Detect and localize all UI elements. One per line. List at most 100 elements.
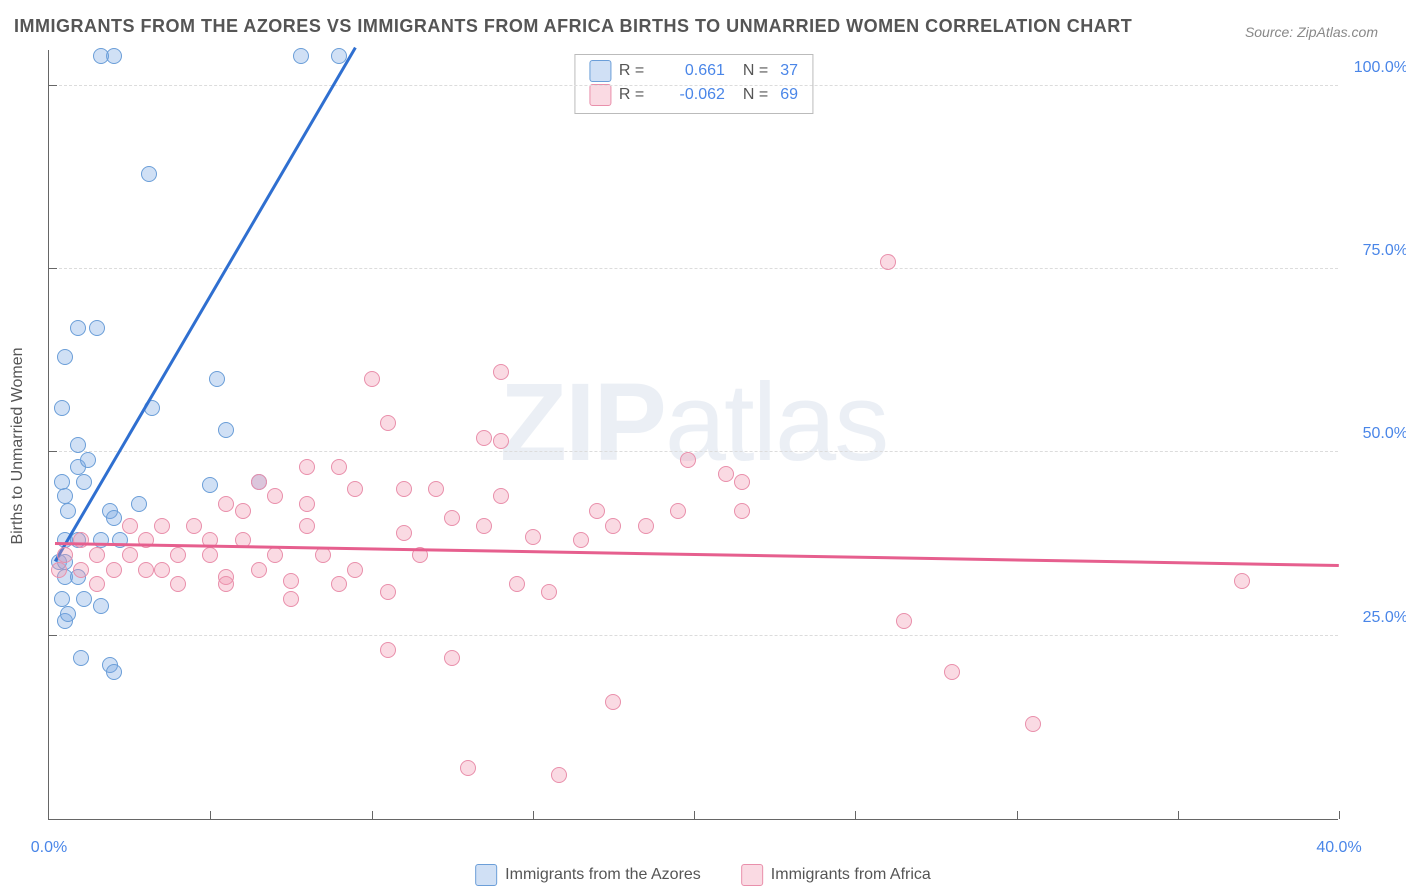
data-point: [380, 642, 396, 658]
data-point: [670, 503, 686, 519]
data-point: [493, 364, 509, 380]
data-point: [476, 518, 492, 534]
data-point: [218, 576, 234, 592]
y-tick: [49, 85, 57, 86]
data-point: [605, 694, 621, 710]
data-point: [73, 650, 89, 666]
data-point: [476, 430, 492, 446]
legend-row-africa: R = -0.062 N = 69: [589, 83, 798, 107]
data-point: [141, 166, 157, 182]
data-point: [734, 503, 750, 519]
data-point: [154, 562, 170, 578]
data-point: [54, 591, 70, 607]
data-point: [605, 518, 621, 534]
data-point: [267, 488, 283, 504]
data-point: [57, 349, 73, 365]
bottom-legend-africa: Immigrants from Africa: [741, 864, 931, 886]
data-point: [57, 488, 73, 504]
r-value-africa: -0.062: [655, 83, 725, 107]
y-tick: [49, 635, 57, 636]
data-point: [70, 320, 86, 336]
data-point: [209, 371, 225, 387]
n-value-africa: 69: [780, 83, 798, 107]
data-point: [218, 422, 234, 438]
plot-area: ZIPatlas R = 0.661 N = 37 R = -0.062 N =…: [48, 50, 1338, 820]
data-point: [444, 650, 460, 666]
n-label: N =: [743, 59, 768, 83]
swatch-azores: [589, 60, 611, 82]
data-point: [283, 573, 299, 589]
legend-row-azores: R = 0.661 N = 37: [589, 59, 798, 83]
data-point: [1234, 573, 1250, 589]
data-point: [299, 459, 315, 475]
data-point: [89, 320, 105, 336]
data-point: [380, 584, 396, 600]
data-point: [638, 518, 654, 534]
data-point: [54, 474, 70, 490]
data-point: [331, 459, 347, 475]
data-point: [93, 48, 109, 64]
data-point: [718, 466, 734, 482]
x-tick: [533, 811, 534, 819]
data-point: [944, 664, 960, 680]
data-point: [1025, 716, 1041, 732]
swatch-africa: [589, 84, 611, 106]
data-point: [170, 576, 186, 592]
data-point: [396, 481, 412, 497]
gridline: [49, 85, 1338, 86]
y-tick-label: 75.0%: [1348, 242, 1406, 260]
source-label: Source: ZipAtlas.com: [1245, 24, 1378, 40]
data-point: [299, 518, 315, 534]
data-point: [112, 532, 128, 548]
legend-label-azores: Immigrants from the Azores: [505, 866, 701, 884]
data-point: [493, 488, 509, 504]
data-point: [202, 477, 218, 493]
data-point: [315, 547, 331, 563]
data-point: [460, 760, 476, 776]
data-point: [347, 481, 363, 497]
data-point: [131, 496, 147, 512]
data-point: [73, 532, 89, 548]
data-point: [57, 547, 73, 563]
x-tick: [210, 811, 211, 819]
data-point: [267, 547, 283, 563]
y-tick-label: 50.0%: [1348, 425, 1406, 443]
data-point: [89, 576, 105, 592]
data-point: [93, 532, 109, 548]
y-tick: [49, 451, 57, 452]
data-point: [493, 433, 509, 449]
chart-title: IMMIGRANTS FROM THE AZORES VS IMMIGRANTS…: [14, 16, 1132, 37]
x-tick: [855, 811, 856, 819]
trend-line: [55, 542, 1339, 566]
data-point: [170, 547, 186, 563]
y-tick-label: 25.0%: [1348, 609, 1406, 627]
data-point: [202, 547, 218, 563]
data-point: [60, 606, 76, 622]
x-tick: [1339, 811, 1340, 819]
data-point: [428, 481, 444, 497]
x-tick: [372, 811, 373, 819]
data-point: [299, 496, 315, 512]
data-point: [93, 598, 109, 614]
bottom-legend: Immigrants from the Azores Immigrants fr…: [475, 864, 931, 886]
x-tick: [694, 811, 695, 819]
r-label: R =: [619, 83, 647, 107]
data-point: [347, 562, 363, 578]
data-point: [154, 518, 170, 534]
data-point: [509, 576, 525, 592]
data-point: [251, 474, 267, 490]
data-point: [122, 518, 138, 534]
swatch-azores-bottom: [475, 864, 497, 886]
data-point: [60, 503, 76, 519]
legend-label-africa: Immigrants from Africa: [771, 866, 931, 884]
watermark-zip: ZIP: [500, 360, 665, 483]
data-point: [331, 576, 347, 592]
data-point: [70, 437, 86, 453]
data-point: [106, 664, 122, 680]
x-tick-label: 40.0%: [1316, 839, 1361, 857]
x-tick: [1178, 811, 1179, 819]
data-point: [76, 591, 92, 607]
bottom-legend-azores: Immigrants from the Azores: [475, 864, 701, 886]
data-point: [589, 503, 605, 519]
data-point: [734, 474, 750, 490]
